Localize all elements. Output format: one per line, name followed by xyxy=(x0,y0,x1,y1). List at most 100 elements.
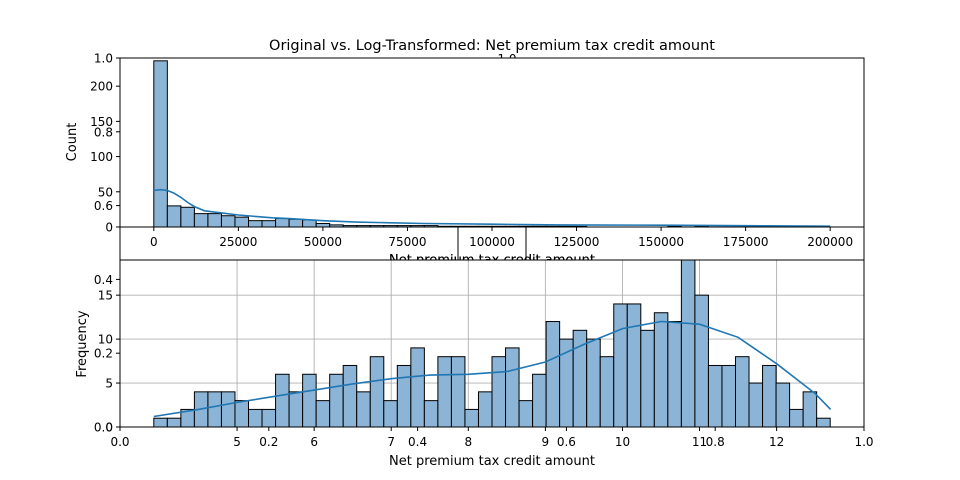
top-y-tick-label: 100 xyxy=(90,150,113,164)
top-y-tick-label: 0 xyxy=(105,221,113,235)
bottom-histogram-bar xyxy=(653,312,669,428)
top-x-tick-label: 100000 xyxy=(469,235,515,249)
overlay-x-tick-label: 0.2 xyxy=(259,435,278,449)
bottom-histogram-bar xyxy=(315,400,331,428)
bottom-histogram-bar xyxy=(248,408,263,428)
top-histogram-bar xyxy=(153,60,168,228)
bottom-histogram-bar xyxy=(613,303,628,428)
bottom-histogram-bar xyxy=(775,382,791,428)
top-histogram-bar xyxy=(302,219,317,228)
bottom-x-tick-label: 10 xyxy=(615,435,630,449)
bottom-x-tick-label: 12 xyxy=(769,435,784,449)
bottom-histogram-bar xyxy=(626,303,642,428)
bottom-panel-frame xyxy=(119,259,865,428)
top-y-tick-label: 200 xyxy=(90,80,113,94)
bottom-histogram-bar xyxy=(288,391,304,428)
bottom-histogram-bar xyxy=(667,321,682,428)
bottom-histogram-bar xyxy=(234,400,250,428)
top-y-tick-label: 50 xyxy=(98,185,113,199)
bottom-histogram-bar xyxy=(261,408,277,428)
bottom-y-tick-label: 5 xyxy=(105,377,113,391)
bottom-x-tick-label: 8 xyxy=(464,435,472,449)
bottom-histogram-bar xyxy=(410,347,425,428)
bottom-y-tick-label: 15 xyxy=(98,289,113,303)
bottom-histogram-bar xyxy=(789,408,804,428)
bottom-x-tick-label: 6 xyxy=(310,435,318,449)
bottom-histogram-bar xyxy=(369,356,385,428)
overlay-x-tick-label: 0.8 xyxy=(706,435,725,449)
bottom-histogram-bar xyxy=(694,294,709,428)
top-histogram-bar xyxy=(288,218,304,228)
bottom-y-label: Frequency xyxy=(75,310,90,377)
bottom-histogram-bar xyxy=(532,373,547,428)
bottom-kde-curve xyxy=(153,320,832,418)
log-histogram-panel: 5 6 7 8 9 10 11 12 0 5 10 15 Frequency Net premium… xyxy=(75,259,865,469)
overlay-x-tick-label: 0.6 xyxy=(557,435,576,449)
bottom-x-tick-label: 9 xyxy=(542,435,550,449)
bottom-histogram-bar xyxy=(599,356,615,428)
figure-title: Original vs. Log-Transformed: Net premiu… xyxy=(269,38,715,54)
bottom-histogram-bar xyxy=(450,356,466,428)
bottom-histogram-bar xyxy=(491,356,507,428)
bottom-histogram-bar xyxy=(437,356,452,428)
bottom-histogram-bar xyxy=(748,382,764,428)
top-histogram-bar xyxy=(207,213,222,228)
top-x-tick-label: 25000 xyxy=(219,235,257,249)
bottom-histogram-bar xyxy=(802,391,818,428)
bottom-histogram-bar xyxy=(680,259,696,428)
bottom-histogram-bar xyxy=(464,408,479,428)
bottom-histogram-bar xyxy=(640,329,655,428)
bottom-x-tick-label: 11 xyxy=(692,435,707,449)
overlay-y-tick-label: 0.6 xyxy=(94,199,113,213)
overlay-y-tick-label: 0.8 xyxy=(94,125,113,139)
top-histogram-bar xyxy=(180,206,195,228)
top-histogram-bar xyxy=(275,218,290,228)
bottom-histogram-bar xyxy=(734,356,750,428)
bottom-histogram-bar xyxy=(356,391,371,428)
bottom-x-tick-label: 5 xyxy=(233,435,241,449)
overlay-x-tick-label: 0.4 xyxy=(408,435,427,449)
bottom-histogram-bar xyxy=(505,347,520,428)
top-histogram-bar xyxy=(166,205,182,228)
bottom-y-tick-label: 10 xyxy=(98,333,113,347)
bottom-histogram-bar xyxy=(586,338,601,428)
top-y-tick-label: 150 xyxy=(90,115,113,129)
bottom-histogram-bar xyxy=(329,373,344,428)
top-histogram-bar xyxy=(234,216,250,228)
bottom-histogram-bar xyxy=(383,400,398,428)
overlay-x-tick-label: 1.0 xyxy=(854,435,873,449)
bottom-histogram-bar xyxy=(707,364,723,428)
top-y-label: Count xyxy=(65,123,80,162)
bottom-histogram-bar xyxy=(423,400,439,428)
bottom-histogram-bar xyxy=(342,364,358,428)
top-x-tick-label: 150000 xyxy=(638,235,684,249)
bottom-histogram-bar xyxy=(477,391,493,428)
bottom-x-label: Net premium tax credit amount xyxy=(389,454,595,469)
top-histogram-bar xyxy=(261,220,277,228)
top-histogram-bar xyxy=(193,213,209,228)
top-histogram-bar xyxy=(248,220,263,228)
bottom-histogram-bar xyxy=(166,417,182,428)
top-histogram-bar xyxy=(220,215,236,228)
top-x-tick-label: 50000 xyxy=(304,235,342,249)
top-x-tick-label: 175000 xyxy=(723,235,769,249)
bottom-histogram-bar xyxy=(153,417,168,428)
overlay-y-tick-label: 1.0 xyxy=(94,52,113,66)
overlay-y-tick-label: 0.2 xyxy=(94,347,113,361)
top-histogram-bar xyxy=(315,222,331,228)
bottom-histogram-bar xyxy=(816,417,831,428)
overlay-x-tick-label: 0.0 xyxy=(110,435,129,449)
original-histogram-panel: 0 25000 50000 75000 100000 125000 150000 175000… xyxy=(65,57,865,268)
top-x-tick-label: 0 xyxy=(150,235,158,249)
bottom-histogram-bar xyxy=(302,373,317,428)
overlay-y-tick-label: 0.4 xyxy=(94,273,113,287)
top-x-tick-label: 200000 xyxy=(807,235,853,249)
bottom-x-tick-label: 7 xyxy=(387,435,395,449)
bottom-histogram-bar xyxy=(207,391,222,428)
top-x-tick-label: 125000 xyxy=(554,235,600,249)
bottom-histogram-bar xyxy=(518,400,534,428)
overlay-y-tick-label: 0.0 xyxy=(94,421,113,435)
top-x-tick-label: 75000 xyxy=(388,235,426,249)
bottom-histogram-bar xyxy=(721,364,736,428)
